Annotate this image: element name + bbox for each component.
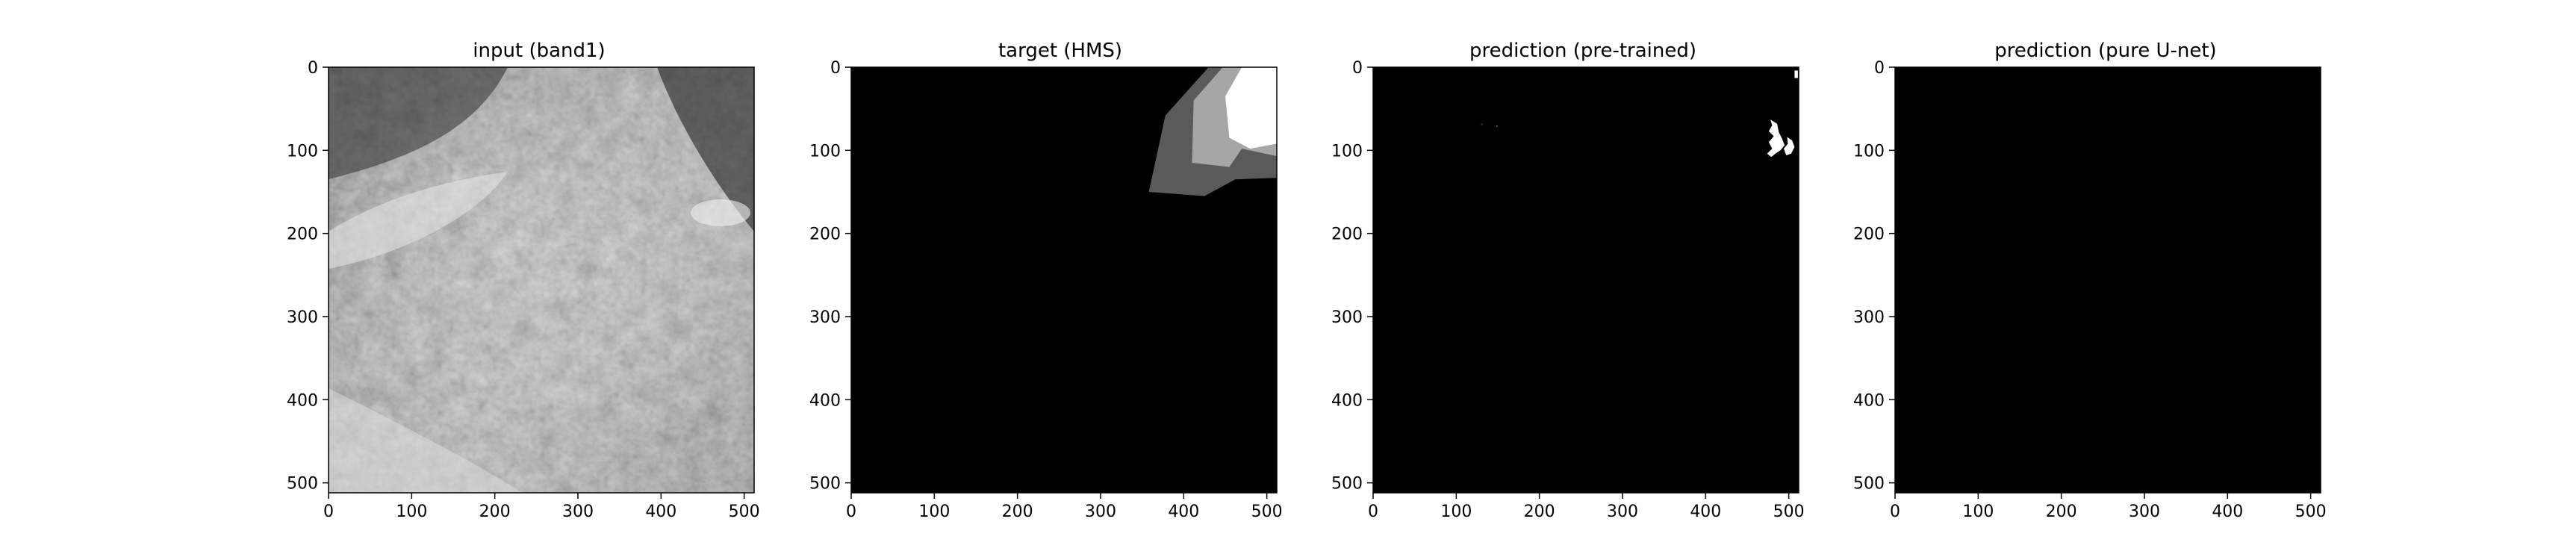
x-tick-label: 100: [1962, 503, 1994, 521]
panel-prediction-pretrained: prediction (pre-trained) 0 100 200 300 400 50…: [1331, 40, 1805, 521]
x-axis-ticks: 0 100 200 300 400 500: [323, 493, 760, 521]
y-tick-label: 400: [1853, 391, 1885, 410]
x-tick-label: 500: [2295, 503, 2327, 521]
x-tick-label: 0: [846, 503, 856, 521]
x-axis-ticks: 0 100 200 300 400 500: [1890, 493, 2327, 521]
y-axis-ticks: 0 100 200 300 400 500: [1331, 59, 1373, 494]
image-area: [1372, 66, 1799, 494]
x-tick-label: 300: [1085, 503, 1116, 521]
x-tick-label: 500: [729, 503, 760, 521]
x-tick-label: 0: [1368, 503, 1378, 521]
y-tick-label: 300: [1853, 308, 1885, 327]
y-tick-label: 300: [287, 308, 318, 327]
x-tick-label: 400: [645, 503, 676, 521]
x-tick-label: 100: [396, 503, 427, 521]
panel-title: target (HMS): [998, 40, 1122, 62]
y-tick-label: 0: [1874, 59, 1885, 78]
image-area: [328, 66, 755, 494]
x-tick-label: 400: [1690, 503, 1721, 521]
panel-title: input (band1): [473, 40, 605, 62]
y-tick-label: 100: [1853, 142, 1885, 161]
image-background: [1895, 67, 2321, 493]
x-tick-label: 400: [2212, 503, 2243, 521]
x-axis-ticks: 0 100 200 300 400 500: [846, 493, 1283, 521]
x-tick-label: 400: [1168, 503, 1199, 521]
image-bright-region: [329, 388, 523, 493]
image-area: [850, 66, 1278, 494]
panel-target-hms: target (HMS) 0 100 200 300 400 500 0 100 200 300…: [809, 40, 1283, 521]
y-tick-label: 500: [1853, 475, 1885, 494]
y-axis-ticks: 0 100 200 300 400 500: [1853, 59, 1895, 494]
x-tick-label: 300: [1607, 503, 1638, 521]
x-axis-ticks: 0 100 200 300 400 500: [1368, 493, 1805, 521]
y-tick-label: 500: [287, 475, 318, 494]
x-tick-label: 0: [323, 503, 334, 521]
mask-region: [1225, 67, 1277, 149]
y-tick-label: 200: [809, 225, 841, 244]
x-tick-label: 500: [1773, 503, 1805, 521]
x-tick-label: 0: [1890, 503, 1900, 521]
panel-input-band1: input (band1) 0 100 200 300 400 500 0 100 200 30…: [287, 40, 760, 521]
image-bright-region: [329, 172, 508, 269]
x-tick-label: 100: [918, 503, 950, 521]
y-tick-label: 200: [1853, 225, 1885, 244]
x-tick-label: 300: [2129, 503, 2160, 521]
x-tick-label: 200: [1002, 503, 1033, 521]
y-tick-label: 400: [287, 391, 318, 410]
axes-frame: [1372, 66, 1799, 494]
y-tick-label: 400: [1331, 391, 1363, 410]
panel-prediction-pure-unet: prediction (pure U-net) 0 100 200 300 400 500…: [1853, 40, 2327, 521]
panel-title: prediction (pure U-net): [1994, 40, 2216, 62]
y-tick-label: 500: [1331, 475, 1363, 494]
image-dark-region: [657, 67, 754, 231]
image-background: [1373, 67, 1799, 493]
x-tick-label: 500: [1251, 503, 1283, 521]
y-tick-label: 100: [1331, 142, 1363, 161]
x-tick-label: 200: [1524, 503, 1555, 521]
y-tick-label: 400: [809, 391, 841, 410]
x-tick-label: 200: [479, 503, 511, 521]
axes-frame: [328, 66, 755, 494]
y-tick-label: 100: [287, 142, 318, 161]
y-tick-label: 0: [830, 59, 841, 78]
y-axis-ticks: 0 100 200 300 400 500: [287, 59, 329, 494]
panel-title: prediction (pre-trained): [1469, 40, 1696, 62]
x-tick-label: 300: [562, 503, 594, 521]
axes-frame: [1894, 66, 2321, 494]
x-tick-label: 100: [1440, 503, 1472, 521]
y-axis-ticks: 0 100 200 300 400 500: [809, 59, 851, 494]
image-dark-region: [329, 67, 508, 179]
mask-region: [1767, 119, 1785, 158]
x-tick-label: 200: [2046, 503, 2077, 521]
y-tick-label: 300: [1331, 308, 1363, 327]
mask-region: [1794, 70, 1798, 78]
y-tick-label: 300: [809, 308, 841, 327]
image-bright-region: [691, 199, 750, 226]
y-tick-label: 0: [1352, 59, 1363, 78]
image-area: [1894, 66, 2321, 494]
axes-frame: [850, 66, 1278, 494]
y-tick-label: 200: [287, 225, 318, 244]
y-tick-label: 0: [308, 59, 318, 78]
y-tick-label: 100: [809, 142, 841, 161]
mask-region: [1784, 137, 1795, 155]
mask-speck: [1481, 123, 1483, 125]
mask-speck: [1496, 125, 1498, 127]
y-tick-label: 200: [1331, 225, 1363, 244]
y-tick-label: 500: [809, 475, 841, 494]
